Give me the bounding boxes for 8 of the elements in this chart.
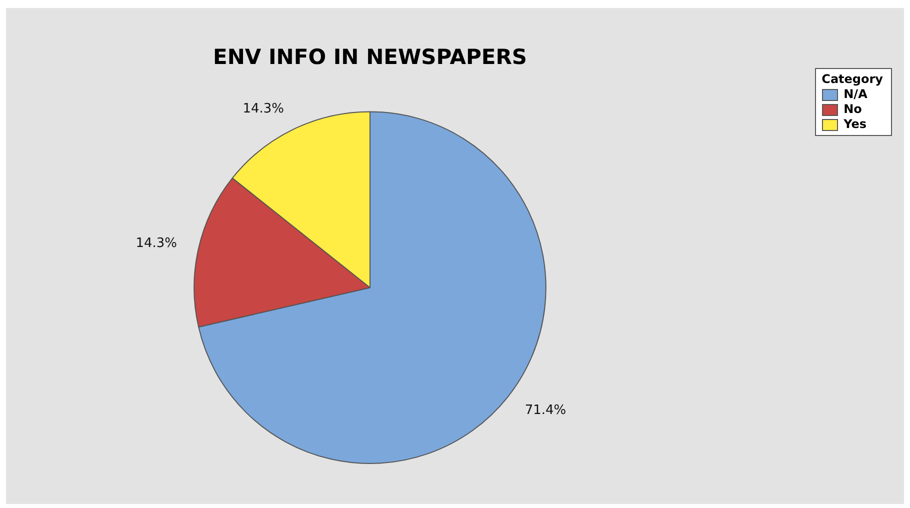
data-label: 71.4% — [524, 403, 566, 418]
legend-label: Yes — [844, 117, 867, 132]
legend-label: N/A — [844, 87, 868, 102]
data-label: 14.3% — [242, 102, 284, 117]
legend-title: Category — [822, 72, 883, 87]
legend-label: No — [844, 102, 862, 117]
chart-title: ENV INFO IN NEWSPAPERS — [212, 45, 528, 70]
data-label: 14.3% — [136, 236, 178, 252]
